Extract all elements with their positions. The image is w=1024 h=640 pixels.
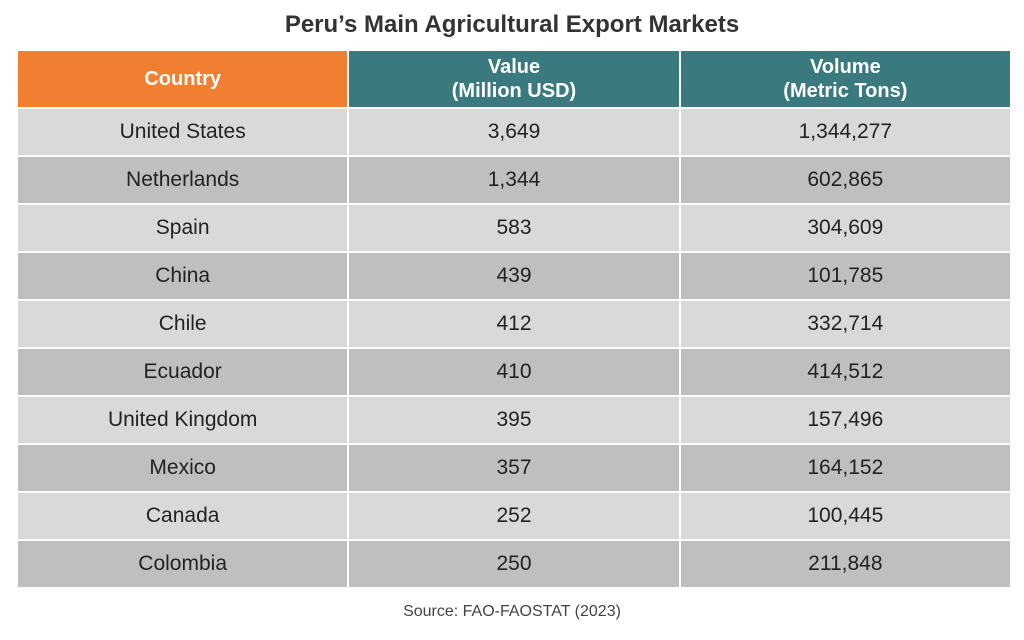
country-cell: Chile — [18, 301, 348, 347]
volume-cell: 101,785 — [680, 253, 1010, 299]
volume-cell: 332,714 — [680, 301, 1010, 347]
table-row: United States 3,649 1,344,277 — [18, 109, 1010, 155]
volume-cell: 602,865 — [680, 157, 1010, 203]
volume-cell: 211,848 — [680, 541, 1010, 587]
table-row: China 439 101,785 — [18, 253, 1010, 299]
table-row: United Kingdom 395 157,496 — [18, 397, 1010, 443]
header-country: Country — [18, 51, 348, 107]
value-cell: 439 — [349, 253, 679, 299]
value-cell: 3,649 — [349, 109, 679, 155]
value-cell: 410 — [349, 349, 679, 395]
country-cell: Colombia — [18, 541, 348, 587]
value-cell: 1,344 — [349, 157, 679, 203]
table-row: Netherlands 1,344 602,865 — [18, 157, 1010, 203]
table-row: Colombia 250 211,848 — [18, 541, 1010, 587]
volume-cell: 164,152 — [680, 445, 1010, 491]
value-cell: 412 — [349, 301, 679, 347]
value-cell: 395 — [349, 397, 679, 443]
value-cell: 357 — [349, 445, 679, 491]
table-row: Ecuador 410 414,512 — [18, 349, 1010, 395]
volume-cell: 157,496 — [680, 397, 1010, 443]
header-value: Value (Million USD) — [349, 51, 679, 107]
volume-cell: 414,512 — [680, 349, 1010, 395]
source-note: Source: FAO-FAOSTAT (2023) — [403, 603, 621, 620]
value-cell: 252 — [349, 493, 679, 539]
country-cell: Mexico — [18, 445, 348, 491]
chart-title: Peru’s Main Agricultural Export Markets — [284, 11, 740, 38]
country-cell: Canada — [18, 493, 348, 539]
header-volume-unit: (Metric Tons) — [783, 80, 908, 102]
header-country-label: Country — [144, 68, 221, 90]
table-row: Canada 252 100,445 — [18, 493, 1010, 539]
table-header-row: Country Value (Million USD) Volume (Metr… — [18, 51, 1010, 107]
country-cell: China — [18, 253, 348, 299]
table-row: Mexico 357 164,152 — [18, 445, 1010, 491]
header-volume-label: Volume — [809, 56, 881, 78]
country-cell: Ecuador — [18, 349, 348, 395]
volume-cell: 100,445 — [680, 493, 1010, 539]
export-markets-table: Country Value (Million USD) Volume (Metr… — [16, 49, 1012, 589]
value-cell: 250 — [349, 541, 679, 587]
volume-cell: 1,344,277 — [680, 109, 1010, 155]
volume-cell: 304,609 — [680, 205, 1010, 251]
header-value-unit: (Million USD) — [451, 80, 577, 102]
table-row: Chile 412 332,714 — [18, 301, 1010, 347]
country-cell: United States — [18, 109, 348, 155]
value-cell: 583 — [349, 205, 679, 251]
country-cell: Netherlands — [18, 157, 348, 203]
country-cell: United Kingdom — [18, 397, 348, 443]
header-volume: Volume (Metric Tons) — [680, 51, 1010, 107]
country-cell: Spain — [18, 205, 348, 251]
header-value-label: Value — [487, 56, 541, 78]
table-row: Spain 583 304,609 — [18, 205, 1010, 251]
